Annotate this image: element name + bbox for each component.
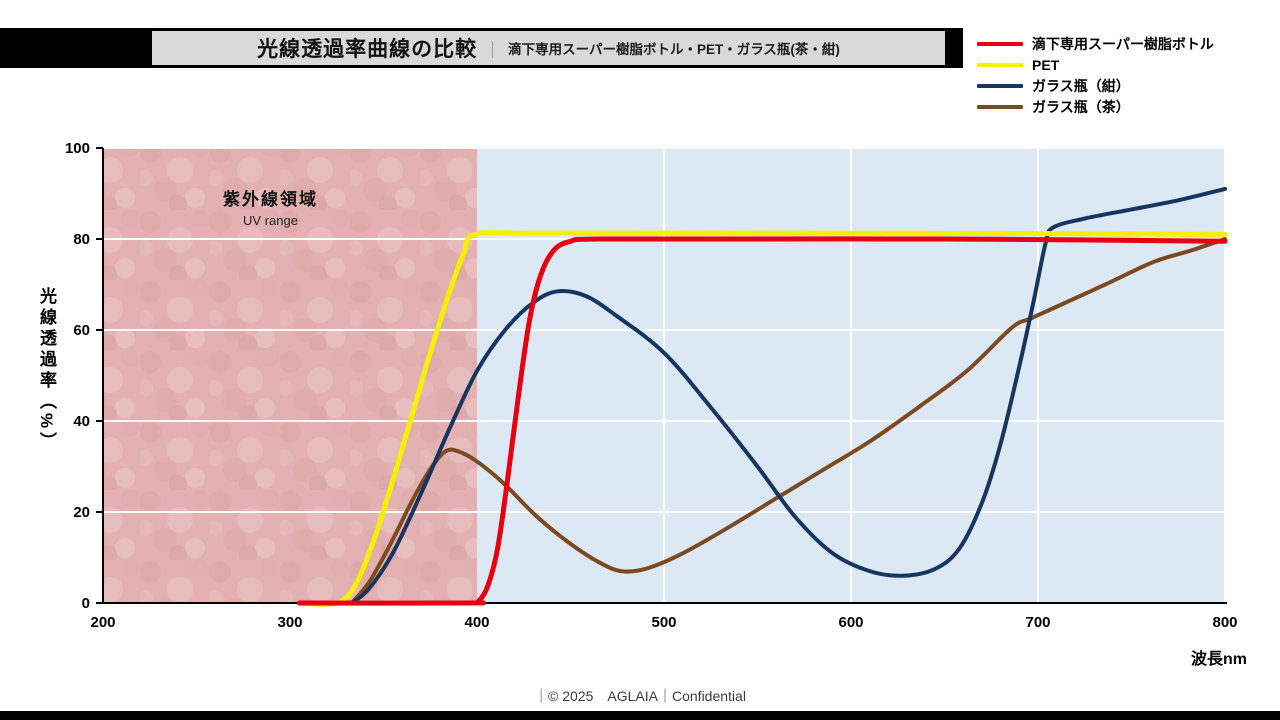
legend-label: PET (1032, 57, 1060, 73)
y-tick-label: 100 (65, 140, 90, 157)
page-title: 光線透過率曲線の比較 (257, 38, 478, 61)
x-axis-title: 波長nm (1190, 651, 1247, 668)
legend-label: ガラス瓶（紺） (1032, 78, 1130, 94)
legend-label: 滴下専用スーパー樹脂ボトル (1032, 36, 1214, 52)
x-tick-label: 700 (1025, 614, 1050, 631)
y-tick-label: 80 (73, 231, 90, 248)
legend-label: ガラス瓶（茶） (1032, 99, 1130, 115)
x-tick-label: 400 (464, 614, 489, 631)
legend-item-0: 滴下専用スーパー樹脂ボトル (977, 36, 1214, 52)
x-tick-label: 800 (1212, 614, 1237, 631)
legend: 滴下専用スーパー樹脂ボトル PET ガラス瓶（紺） ガラス瓶（茶） (977, 36, 1214, 115)
footer-text: ｜© 2025 AGLAIA｜Confidential (534, 688, 746, 704)
series-line-PET (296, 230, 1228, 607)
series-line-ガラス瓶（茶） (349, 237, 1227, 605)
x-tick-label: 600 (838, 614, 863, 631)
x-tick-label: 200 (90, 614, 115, 631)
uv-region-label: 紫外線領域 UV range (168, 185, 373, 228)
y-tick-label: 20 (73, 504, 90, 521)
y-tick-label: 60 (73, 322, 90, 339)
page-subtitle: 滴下専用スーパー樹脂ボトル・PET・ガラス瓶(茶・紺) (508, 42, 840, 57)
series-line-ガラス瓶（紺） (349, 186, 1227, 605)
y-axis-title: 光線透過率（%） (37, 287, 56, 454)
legend-swatch (977, 105, 1023, 109)
legend-swatch (977, 42, 1023, 46)
x-tick-label: 300 (277, 614, 302, 631)
x-tick-label: 500 (651, 614, 676, 631)
legend-item-3: ガラス瓶（茶） (977, 99, 1214, 115)
uv-label-jp: 紫外線領域 (223, 190, 318, 209)
y-tick-label: 40 (73, 413, 90, 430)
legend-item-2: ガラス瓶（紺） (977, 78, 1214, 94)
bottom-black-bar (0, 711, 1280, 720)
series-line-滴下専用スーパー樹脂ボトル (296, 236, 1228, 606)
legend-item-1: PET (977, 57, 1214, 73)
title-separator: ｜ (484, 40, 502, 60)
top-black-bar: 光線透過率曲線の比較 ｜ 滴下専用スーパー樹脂ボトル・PET・ガラス瓶(茶・紺) (0, 28, 963, 68)
uv-texture (103, 148, 477, 603)
legend-swatch (977, 84, 1023, 88)
uv-label-en: UV range (243, 213, 298, 228)
legend-swatch (977, 63, 1023, 67)
y-tick-label: 0 (82, 595, 90, 612)
title-bar: 光線透過率曲線の比較 ｜ 滴下専用スーパー樹脂ボトル・PET・ガラス瓶(茶・紺) (152, 31, 945, 65)
